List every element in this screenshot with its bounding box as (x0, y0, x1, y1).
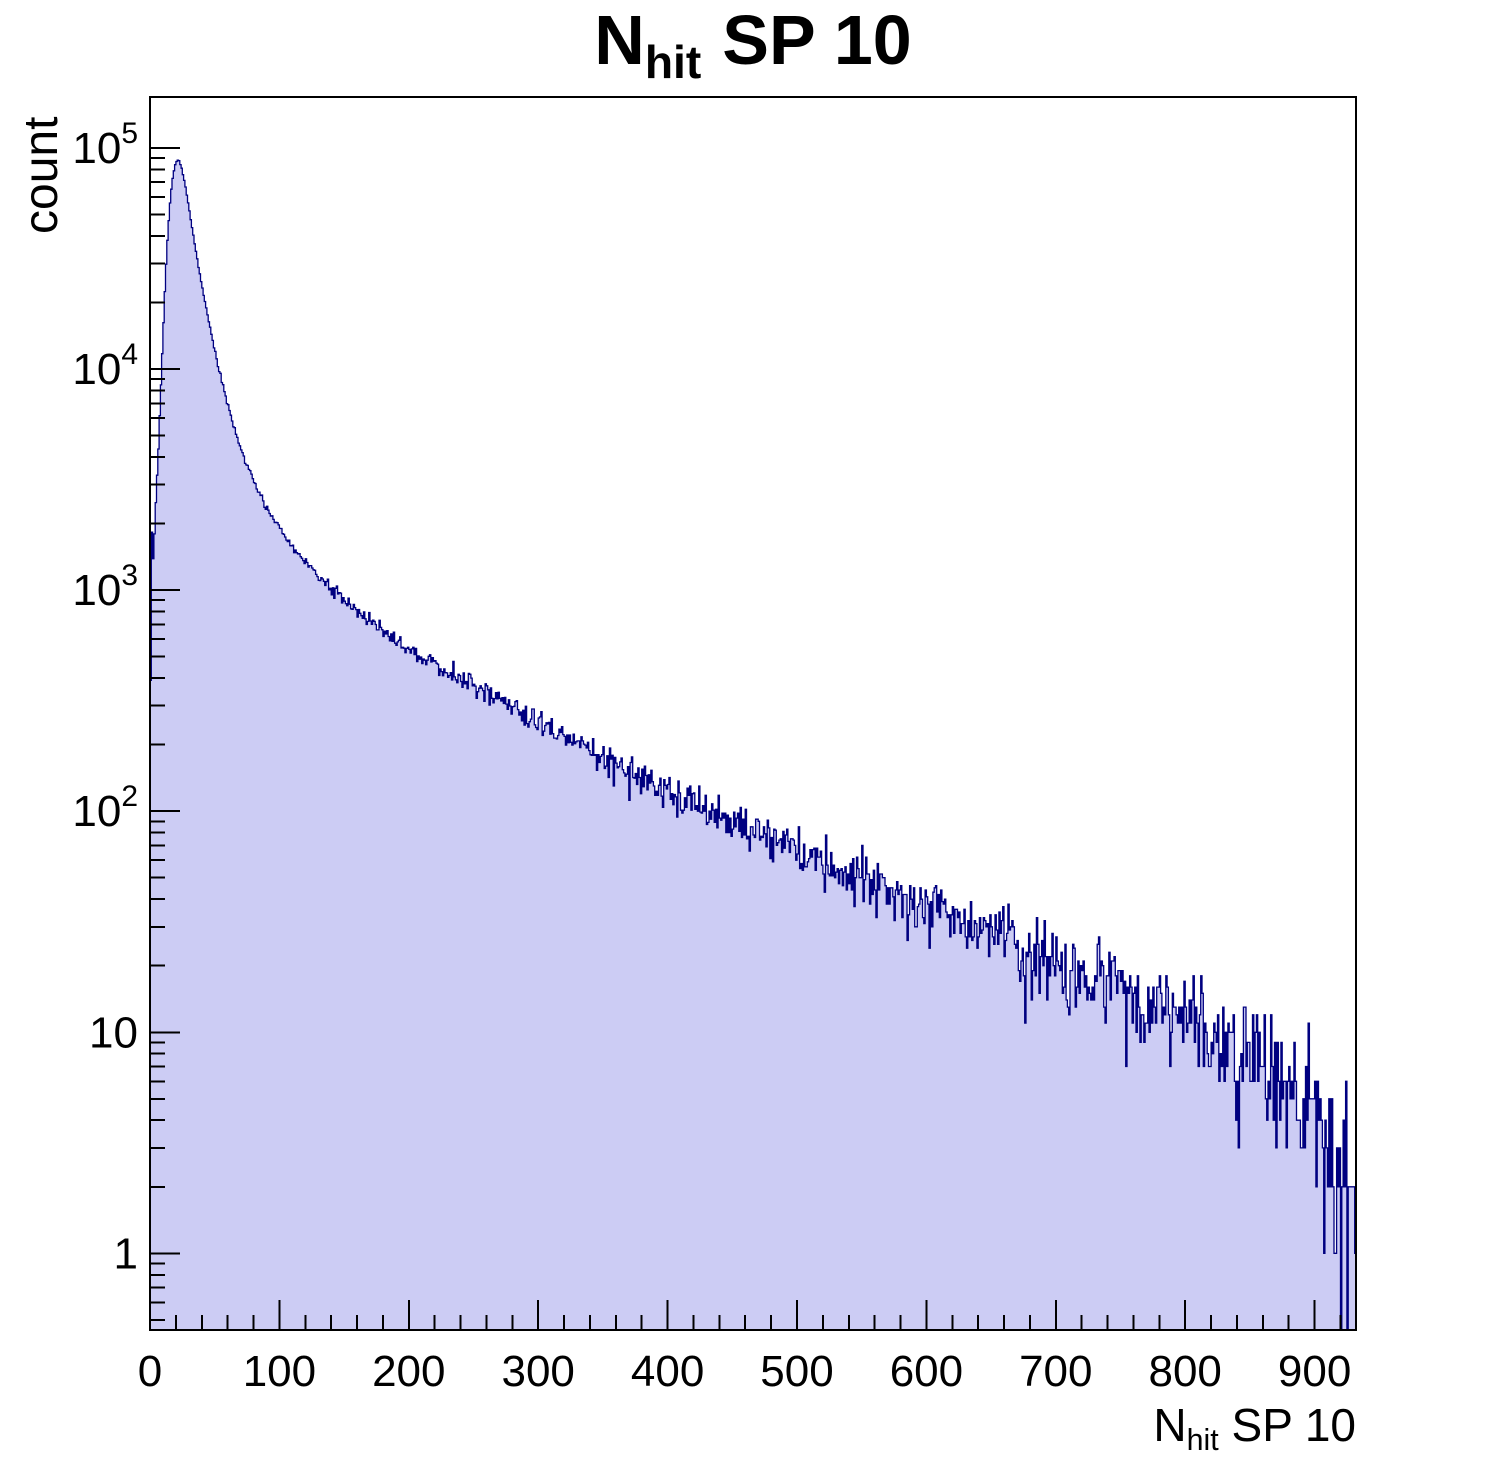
plot-frame (149, 96, 1357, 1331)
y-tick-label: 102 (72, 780, 138, 836)
y-tick-label: 10 (89, 1008, 138, 1057)
x-tick-label: 800 (1148, 1347, 1221, 1396)
y-axis (150, 146, 180, 1321)
y-axis-title: count (15, 116, 68, 234)
y-tick-label: 104 (72, 338, 138, 394)
y-tick-label: 103 (72, 559, 138, 615)
x-tick-label: 700 (1019, 1347, 1092, 1396)
x-tick-label: 200 (372, 1347, 445, 1396)
x-axis-title-rest: SP 10 (1231, 1399, 1356, 1451)
chart-title-subscript: hit (644, 35, 702, 88)
chart-title: Nhit SP 10 (150, 2, 1356, 88)
y-tick-exponent: 5 (121, 117, 138, 150)
y-tick-label: 105 (72, 117, 138, 173)
y-tick-exponent: 4 (121, 338, 138, 371)
x-tick-label: 500 (760, 1347, 833, 1396)
x-tick-label: 900 (1278, 1347, 1351, 1396)
chart-title-main: N (594, 1, 645, 79)
y-tick-exponent: 3 (121, 559, 138, 592)
x-tick-label: 300 (501, 1347, 574, 1396)
x-axis (149, 1300, 1342, 1330)
x-axis-labels: 0 100 200 300 400 500 600 700 800 900 (138, 1347, 1352, 1396)
histogram-area (150, 160, 1356, 1331)
x-axis-title: Nhit SP 10 (1153, 1398, 1356, 1458)
chart-title-rest: SP 10 (722, 1, 912, 79)
x-tick-label: 400 (631, 1347, 704, 1396)
x-tick-label: 100 (243, 1347, 316, 1396)
y-axis-labels: 1 10 102 103 104 105 (72, 117, 138, 1278)
x-tick-label: 0 (138, 1347, 162, 1396)
y-tick-label: 1 (114, 1229, 138, 1278)
y-tick-exponent: 2 (121, 780, 138, 813)
x-axis-title-main: N (1153, 1399, 1187, 1451)
histogram-outline (149, 159, 1357, 1331)
x-tick-label: 600 (890, 1347, 963, 1396)
x-axis-title-subscript: hit (1186, 1424, 1219, 1458)
